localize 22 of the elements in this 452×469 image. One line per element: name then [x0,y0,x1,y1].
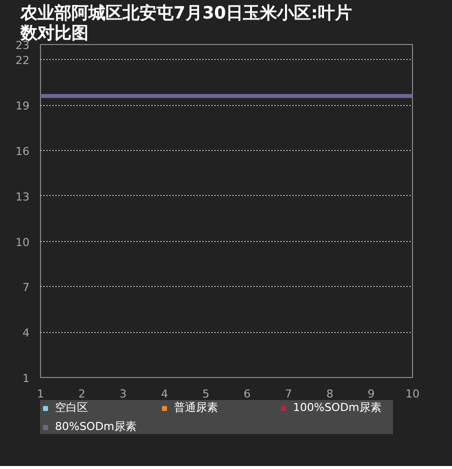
y-tick-label: 4 [22,326,30,340]
y-tick-label: 13 [16,190,30,204]
y-tick-label: 22 [16,54,30,68]
x-tick-label: 9 [368,388,375,400]
x-tick-label: 10 [406,388,420,400]
y-tick-label: 19 [16,100,30,113]
y-tick-label: 1 [22,372,30,385]
x-tick-label: 3 [120,388,127,400]
x-tick-label: 6 [244,388,251,400]
x-tick-label: 8 [326,388,334,400]
y-tick-label: 7 [22,281,30,294]
y-tick-label: 10 [16,236,30,249]
legend-label: 空白区 [55,400,89,415]
x-tick-label: 5 [202,388,210,400]
legend-label: 80%SODm尿素 [55,419,138,434]
x-tick-label: 4 [161,388,168,400]
y-tick-label: 16 [16,144,30,158]
x-tick-label: 2 [78,388,86,400]
x-tick-label: 1 [37,388,44,400]
x-tick-label: 7 [285,388,292,400]
legend-label: 普通尿素 [174,400,219,415]
legend-label: 100%SODm尿素 [293,400,382,415]
